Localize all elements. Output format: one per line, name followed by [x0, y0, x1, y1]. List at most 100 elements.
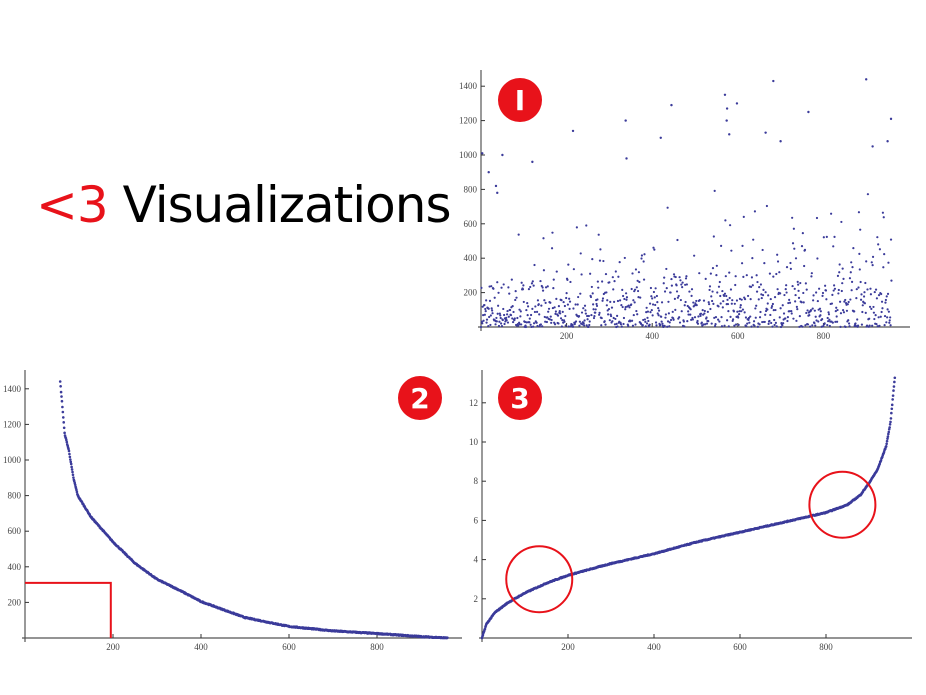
data-point: [684, 277, 688, 280]
data-point: [565, 292, 568, 295]
data-point: [676, 238, 679, 242]
data-point: [594, 308, 597, 311]
data-point: [663, 276, 666, 279]
data-point: [708, 288, 711, 292]
data-point: [755, 304, 758, 307]
data-point: [769, 313, 772, 317]
data-point: [618, 261, 621, 264]
data-point: [819, 310, 822, 313]
data-point: [837, 288, 840, 292]
data-point: [876, 325, 879, 328]
data-point: [675, 284, 678, 287]
data-point: [831, 321, 834, 324]
data-point: [757, 298, 760, 301]
data-point: [747, 318, 750, 322]
data-point: [804, 324, 807, 327]
data-point: [495, 316, 498, 320]
slide-title: <3 Visualizations: [36, 176, 451, 234]
data-point: [614, 317, 617, 321]
data-point: [696, 322, 700, 325]
data-point: [517, 324, 520, 327]
data-point: [615, 322, 618, 325]
data-point: [768, 319, 771, 323]
data-point: [513, 317, 516, 320]
data-point: [726, 319, 729, 322]
data-point: [676, 296, 679, 299]
data-point: [542, 237, 545, 240]
data-point: [707, 301, 710, 304]
data-point: [728, 271, 731, 274]
data-point: [847, 322, 851, 325]
data-point: [502, 307, 505, 311]
data-point: [784, 287, 787, 291]
data-point: [68, 455, 72, 459]
data-point: [484, 310, 487, 313]
y-tick-label: 1400: [459, 81, 478, 91]
data-point: [883, 314, 887, 318]
data-point: [758, 323, 761, 326]
data-point: [699, 312, 703, 315]
data-point: [836, 274, 840, 277]
data-point: [636, 313, 639, 316]
data-point: [485, 321, 488, 324]
data-point: [651, 314, 654, 317]
data-point: [785, 291, 788, 294]
data-point: [582, 322, 585, 325]
data-point: [544, 320, 547, 323]
data-point: [823, 322, 826, 325]
data-point: [720, 325, 724, 328]
data-point: [880, 300, 884, 303]
data-point: [642, 278, 646, 281]
data-point: [551, 231, 554, 234]
data-point: [776, 288, 779, 291]
data-point: [636, 279, 639, 282]
data-point: [660, 315, 663, 318]
data-point: [756, 325, 760, 328]
data-point: [774, 321, 777, 324]
data-point: [516, 316, 519, 320]
data-point: [642, 318, 645, 322]
data-point: [885, 442, 888, 446]
data-point: [689, 308, 692, 311]
data-point: [768, 272, 772, 275]
data-point: [859, 280, 862, 284]
data-point: [705, 322, 709, 325]
data-point: [664, 316, 667, 319]
data-point: [653, 248, 656, 251]
data-point: [610, 306, 614, 309]
data-point: [834, 310, 837, 313]
data-point: [673, 297, 676, 300]
data-point: [572, 307, 575, 310]
data-point: [644, 325, 647, 328]
data-point: [776, 260, 780, 263]
data-point: [869, 287, 872, 290]
data-point: [773, 296, 777, 299]
data-point: [810, 272, 813, 275]
data-point: [678, 321, 682, 324]
data-point: [566, 303, 569, 306]
data-point: [503, 313, 506, 317]
data-point: [846, 303, 849, 306]
badge-label: 3: [510, 382, 529, 415]
data-point: [601, 299, 604, 302]
data-point: [528, 317, 531, 320]
data-point: [828, 318, 831, 321]
data-point: [561, 319, 564, 322]
data-point: [488, 299, 492, 302]
data-point: [722, 300, 725, 303]
data-point: [740, 262, 744, 265]
data-point: [613, 280, 616, 283]
data-point: [595, 302, 598, 306]
data-point: [840, 289, 843, 293]
data-point: [776, 253, 779, 256]
data-point: [61, 416, 65, 419]
data-point: [525, 308, 528, 312]
data-point: [546, 285, 549, 288]
data-point: [557, 322, 560, 325]
x-tick-label: 400: [645, 331, 659, 341]
data-point: [886, 435, 890, 438]
data-point: [586, 318, 589, 321]
data-point: [778, 271, 781, 274]
data-point: [884, 298, 887, 302]
